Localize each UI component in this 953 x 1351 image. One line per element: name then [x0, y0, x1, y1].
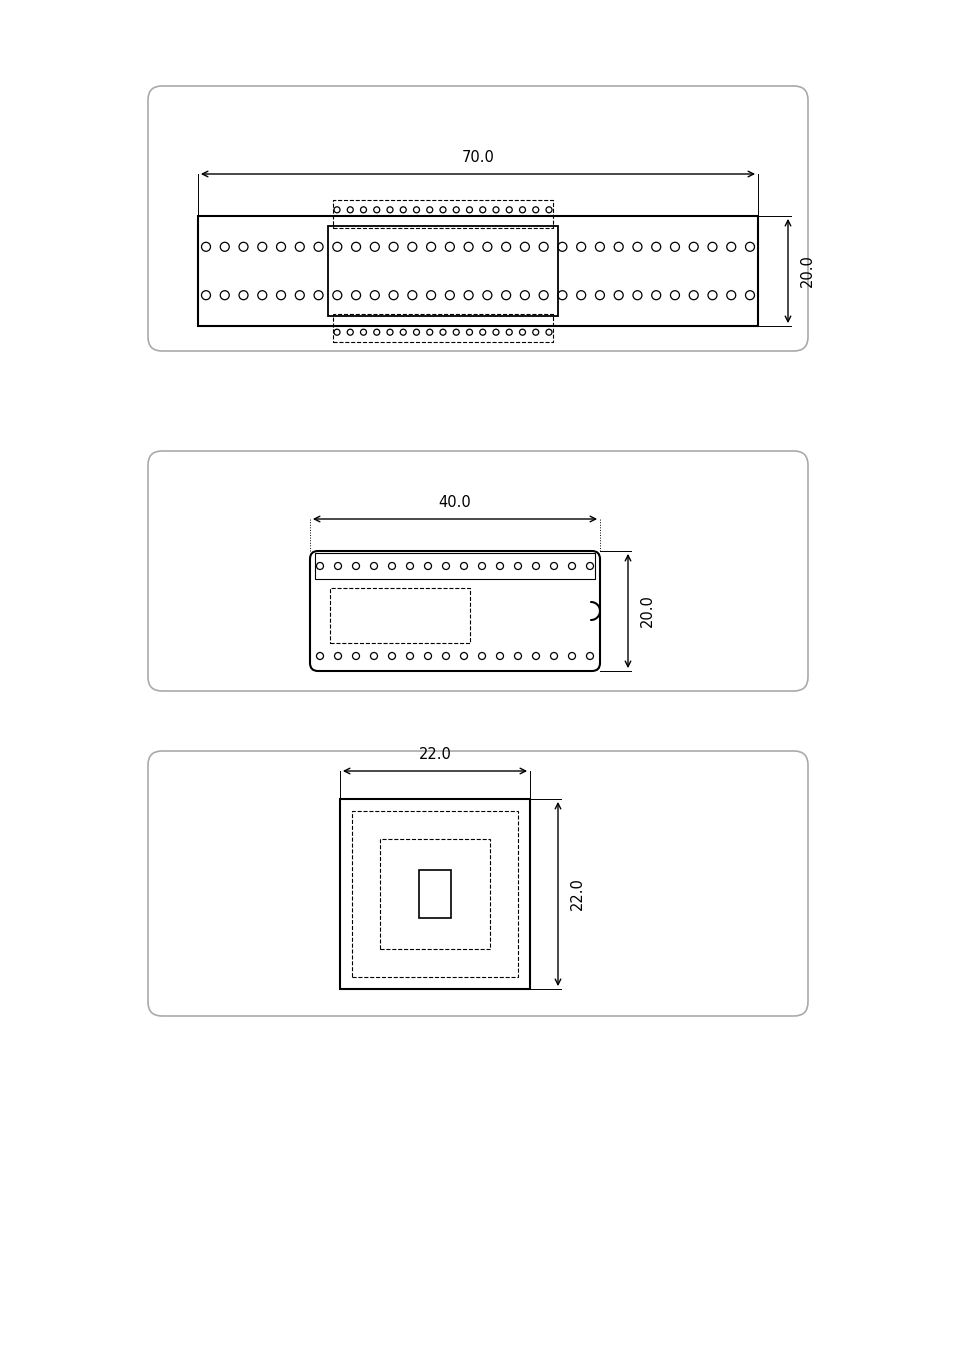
- Bar: [339, 798, 530, 989]
- Bar: [330, 588, 470, 643]
- Bar: [352, 811, 517, 977]
- Bar: [379, 839, 490, 948]
- Bar: [333, 313, 553, 342]
- Bar: [328, 226, 558, 316]
- Text: 22.0: 22.0: [569, 878, 584, 911]
- Text: 20.0: 20.0: [800, 254, 814, 288]
- Text: 22.0: 22.0: [418, 747, 451, 762]
- Bar: [314, 553, 595, 580]
- Text: 20.0: 20.0: [639, 594, 655, 627]
- Text: 70.0: 70.0: [461, 150, 494, 165]
- Bar: [418, 870, 451, 917]
- Bar: [198, 216, 758, 326]
- Text: 40.0: 40.0: [438, 494, 471, 509]
- Bar: [333, 200, 553, 228]
